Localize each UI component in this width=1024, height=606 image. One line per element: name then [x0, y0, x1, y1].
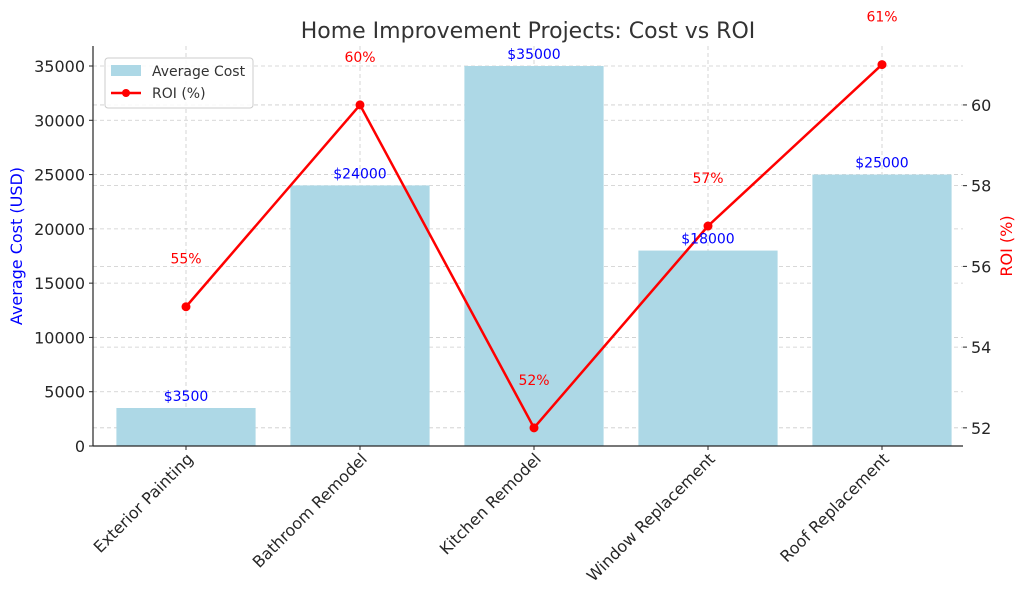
- left-tick-label: 10000: [34, 328, 85, 347]
- roi-marker-icon: [877, 60, 887, 70]
- line-series-roi: [181, 60, 887, 433]
- bar-value-label: $3500: [164, 389, 209, 405]
- bar-series-average-cost: [116, 65, 952, 447]
- legend-box: [104, 57, 254, 109]
- roi-marker-icon: [355, 100, 365, 110]
- legend-label-roi: ROI (%): [152, 86, 206, 102]
- left-tick-label: 35000: [34, 57, 85, 76]
- roi-marker-icon: [181, 302, 191, 312]
- x-tick-label: Exterior Painting: [90, 449, 197, 556]
- legend-label-average-cost: Average Cost: [152, 64, 246, 80]
- right-tick-label: 54: [971, 338, 991, 357]
- x-tick-label: Window Replacement: [583, 449, 719, 585]
- x-tick-label: Roof Replacement: [776, 449, 893, 566]
- right-tick-label: 56: [971, 257, 991, 276]
- left-y-axis-ticks: 0 5000 10000 15000 20000 25000 30000 35000: [34, 57, 93, 456]
- left-tick-label: 15000: [34, 274, 85, 293]
- right-tick-label: 60: [971, 96, 991, 115]
- roi-value-label: 61%: [866, 10, 897, 26]
- left-tick-label: 30000: [34, 111, 85, 130]
- left-tick-label: 0: [75, 437, 85, 456]
- legend-bar-swatch-icon: [111, 65, 141, 76]
- bar-window-replacement: [638, 250, 778, 446]
- bar-bathroom-remodel: [290, 185, 430, 446]
- x-axis-ticks: Exterior Painting Bathroom Remodel Kitchen…: [90, 446, 893, 585]
- bar-value-label: $18000: [681, 232, 734, 248]
- roi-marker-icon: [529, 423, 539, 433]
- bar-value-label: $25000: [855, 156, 908, 172]
- roi-value-label: 57%: [692, 171, 723, 187]
- left-tick-label: 5000: [44, 383, 85, 402]
- roi-value-label: 52%: [518, 373, 549, 389]
- bar-value-label: $24000: [333, 166, 386, 182]
- legend: Average Cost ROI (%): [104, 57, 254, 109]
- roi-marker-icon: [703, 221, 713, 231]
- right-tick-label: 58: [971, 177, 991, 196]
- bar-value-label: $35000: [507, 47, 560, 63]
- left-y-axis-title: Average Cost (USD): [7, 167, 26, 325]
- roi-value-label: 60%: [344, 50, 375, 66]
- roi-value-label: 55%: [170, 252, 201, 268]
- chart-title: Home Improvement Projects: Cost vs ROI: [301, 19, 756, 44]
- right-y-axis-ticks: 52 54 56 58 60: [963, 96, 991, 438]
- right-y-axis-title: ROI (%): [997, 215, 1016, 276]
- bar-kitchen-remodel: [464, 65, 604, 447]
- left-tick-label: 20000: [34, 220, 85, 239]
- x-tick-label: Bathroom Remodel: [249, 449, 371, 571]
- legend-marker-icon: [122, 89, 130, 97]
- bar-exterior-painting: [116, 407, 256, 446]
- right-tick-label: 52: [971, 419, 991, 438]
- x-tick-label: Kitchen Remodel: [436, 449, 545, 558]
- data-labels: $3500 $24000 $35000 $18000 $25000 55% 60% 52% 57…: [164, 10, 909, 405]
- axes: [92, 46, 963, 447]
- bar-roof-replacement: [812, 174, 952, 446]
- left-tick-label: 25000: [34, 166, 85, 185]
